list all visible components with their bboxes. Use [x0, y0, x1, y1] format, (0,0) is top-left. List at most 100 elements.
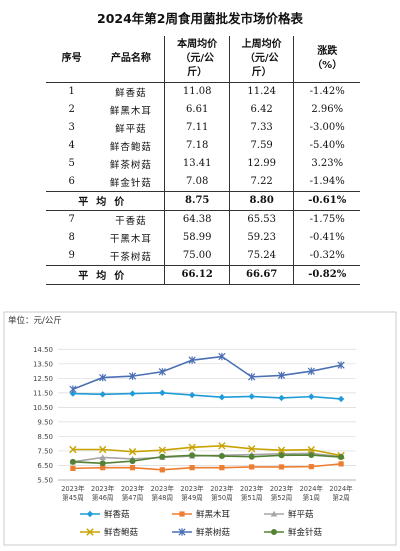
series-point [158, 368, 166, 376]
series-point [129, 458, 136, 465]
series-point [307, 367, 315, 375]
series-point [69, 390, 77, 397]
series-point [158, 446, 166, 454]
x-tick-label: 2023年 [210, 484, 234, 493]
x-tick-label: 2024年 [329, 484, 353, 493]
series-point [86, 528, 94, 536]
legend-label: 鲜金针菇 [288, 527, 323, 538]
row-last-week: 7.22 [228, 172, 294, 191]
series-point [99, 391, 106, 398]
series-point [277, 446, 286, 454]
row-change: -0.32% [293, 246, 360, 265]
row-last-week: 6.42 [228, 100, 294, 119]
col-header-no: 序号 [46, 36, 98, 83]
x-tick-label: 2023年 [270, 484, 294, 493]
table-row: 1 鲜香菇 11.08 11.24 -1.42% [46, 82, 360, 101]
table-row: 7 干香菇 64.38 65.53 -1.75% [46, 210, 360, 229]
y-tick-label: 9.50 [37, 418, 53, 426]
row-last-week: 59.23 [228, 228, 294, 247]
y-tick-label: 5.50 [37, 477, 53, 485]
row-change: -1.75% [293, 210, 360, 229]
series-point [278, 394, 285, 402]
series-point [179, 511, 185, 517]
average-row: 平均价 66.12 66.67 -0.82% [46, 264, 360, 285]
series-point [129, 390, 136, 397]
row-product: 鲜杏鲍菇 [109, 141, 152, 153]
series-point [277, 371, 286, 380]
average-last-week: 66.67 [228, 264, 294, 285]
series-point [270, 510, 278, 517]
y-tick-label: 8.50 [37, 433, 53, 441]
col-header-change: 涨跌 （%） [293, 36, 360, 83]
row-product: 鲜金针菇 [109, 177, 152, 189]
row-this-week: 13.41 [164, 154, 230, 173]
series-point [99, 445, 107, 454]
row-last-week: 12.99 [228, 154, 294, 173]
series-point [307, 445, 315, 454]
col-header-name: 产品名称 [97, 36, 165, 83]
row-this-week: 7.11 [164, 118, 230, 137]
row-no: 1 [68, 86, 75, 97]
series-point [189, 452, 196, 459]
page-title: 2024年第2周食用菌批发市场价格表 [97, 11, 303, 26]
x-tick-label: 第46周 [92, 493, 114, 502]
average-label: 平均价 [46, 190, 165, 211]
table-row: 2 鲜黑木耳 6.61 6.42 2.96% [46, 100, 360, 119]
legend-label: 鲜香菇 [104, 509, 130, 520]
chart-border [3, 311, 397, 546]
series-line [72, 463, 342, 471]
series-point [159, 453, 166, 460]
y-tick-label: 14.50 [33, 346, 53, 354]
row-no: 5 [68, 158, 75, 169]
x-tick-label: 第45周 [62, 493, 84, 502]
average-this-week: 8.75 [164, 190, 230, 211]
series-point [218, 453, 225, 460]
series-point [188, 391, 196, 399]
row-no: 7 [68, 214, 75, 225]
unit-label: 单位：元/公斤 [8, 315, 62, 326]
table-row: 3 鲜平菇 7.11 7.33 -3.00% [46, 118, 360, 137]
x-tick-label: 第2周 [332, 493, 349, 502]
average-this-week: 66.12 [164, 264, 230, 285]
x-tick-label: 第51周 [241, 493, 263, 502]
row-product: 鲜香菇 [115, 87, 147, 99]
series-point [129, 465, 136, 471]
average-label: 平均价 [46, 264, 165, 285]
series-point [218, 394, 226, 401]
legend-label: 鲜黑木耳 [196, 509, 231, 520]
table-row: 5 鲜茶树菇 13.41 12.99 3.23% [46, 154, 360, 173]
series-point [69, 385, 77, 393]
x-tick-label: 2023年 [180, 484, 204, 493]
legend-label: 鲜平菇 [288, 509, 314, 520]
row-change: -3.00% [293, 118, 360, 137]
row-this-week: 7.08 [164, 172, 230, 191]
row-last-week: 65.53 [228, 210, 294, 229]
table-row: 4 鲜杏鲍菇 7.18 7.59 -5.40% [46, 136, 360, 155]
series-point [159, 389, 166, 397]
series-point [337, 361, 345, 369]
row-this-week: 11.08 [164, 82, 230, 101]
table-row: 6 鲜金针菇 7.08 7.22 -1.94% [46, 172, 360, 191]
series-point [128, 447, 137, 456]
series-point [100, 465, 106, 471]
series-point [338, 454, 345, 461]
row-change: 3.23% [293, 154, 360, 173]
series-point [249, 464, 255, 470]
row-this-week: 75.00 [164, 246, 230, 265]
series-point [178, 528, 186, 536]
row-product: 干茶树菇 [109, 251, 152, 263]
row-change: -5.40% [293, 136, 360, 155]
row-product: 干黑木耳 [109, 233, 152, 245]
x-tick-label: 第48周 [152, 493, 174, 502]
row-last-week: 7.33 [228, 118, 294, 137]
x-tick-label: 2023年 [91, 484, 115, 493]
row-no: 2 [68, 104, 75, 115]
legend-label: 鲜杏鲍菇 [104, 527, 139, 538]
series-line [72, 355, 342, 390]
series-point [278, 464, 285, 470]
series-point [337, 395, 345, 403]
series-point [70, 465, 76, 471]
x-tick-label: 2023年 [121, 484, 145, 493]
x-tick-label: 2024年 [300, 484, 324, 493]
table-row: 8 干黑木耳 58.99 59.23 -0.41% [46, 228, 360, 247]
